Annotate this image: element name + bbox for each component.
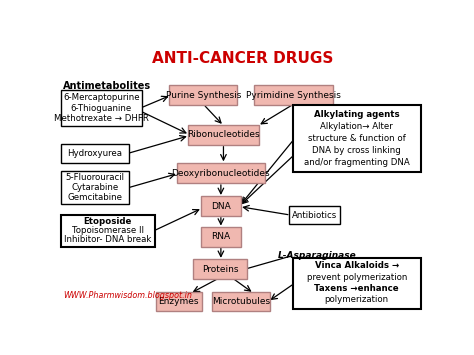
Text: Topoisomerase II: Topoisomerase II bbox=[72, 226, 144, 235]
Text: Vinca Alkaloids →: Vinca Alkaloids → bbox=[315, 261, 399, 271]
FancyBboxPatch shape bbox=[61, 144, 129, 163]
Text: Deoxyribonucleotides: Deoxyribonucleotides bbox=[172, 169, 270, 178]
FancyBboxPatch shape bbox=[201, 227, 241, 247]
Text: Ribonucleotides: Ribonucleotides bbox=[187, 130, 260, 140]
Text: and/or fragmenting DNA: and/or fragmenting DNA bbox=[304, 158, 410, 167]
Text: structure & function of: structure & function of bbox=[308, 134, 406, 143]
Text: Microtubules: Microtubules bbox=[212, 297, 270, 306]
Text: DNA by cross linking: DNA by cross linking bbox=[312, 146, 401, 155]
Text: Alkylating agents: Alkylating agents bbox=[314, 110, 400, 119]
Text: Pyrimidine Synthesis: Pyrimidine Synthesis bbox=[246, 91, 341, 100]
Text: ANTI-CANCER DRUGS: ANTI-CANCER DRUGS bbox=[152, 51, 334, 66]
Text: Taxens →enhance: Taxens →enhance bbox=[314, 284, 399, 293]
Text: Antibiotics: Antibiotics bbox=[292, 211, 337, 220]
FancyBboxPatch shape bbox=[292, 258, 421, 309]
FancyBboxPatch shape bbox=[61, 215, 155, 247]
Text: prevent polymerization: prevent polymerization bbox=[307, 273, 407, 282]
Text: DNA: DNA bbox=[211, 202, 231, 211]
FancyBboxPatch shape bbox=[201, 197, 241, 216]
Text: 6-Mercaptopurine
6-Thioguanine
Methotrexate → DHFR: 6-Mercaptopurine 6-Thioguanine Methotrex… bbox=[54, 93, 149, 123]
Text: Antimetabolites: Antimetabolites bbox=[63, 81, 151, 91]
FancyBboxPatch shape bbox=[61, 91, 142, 126]
Text: polymerization: polymerization bbox=[325, 295, 389, 304]
FancyBboxPatch shape bbox=[188, 125, 259, 145]
FancyBboxPatch shape bbox=[289, 206, 340, 224]
Text: Proteins: Proteins bbox=[202, 265, 238, 274]
FancyBboxPatch shape bbox=[254, 85, 333, 105]
Text: Purine Synthesis: Purine Synthesis bbox=[166, 91, 241, 100]
FancyBboxPatch shape bbox=[156, 292, 202, 311]
Text: Hydroxyurea: Hydroxyurea bbox=[68, 149, 123, 158]
FancyBboxPatch shape bbox=[193, 260, 246, 279]
Text: L-Asparaginase: L-Asparaginase bbox=[278, 251, 356, 260]
FancyBboxPatch shape bbox=[61, 171, 129, 204]
Text: WWW.Pharmwisdom.blogspot.in: WWW.Pharmwisdom.blogspot.in bbox=[63, 291, 192, 300]
Text: Alkylation→ Alter: Alkylation→ Alter bbox=[320, 122, 393, 131]
Text: Inhibitor- DNA break: Inhibitor- DNA break bbox=[64, 235, 152, 244]
FancyBboxPatch shape bbox=[177, 163, 265, 184]
FancyBboxPatch shape bbox=[292, 105, 421, 173]
Text: Etoposide: Etoposide bbox=[84, 218, 132, 226]
FancyBboxPatch shape bbox=[169, 85, 237, 105]
FancyBboxPatch shape bbox=[212, 292, 270, 311]
Text: Enzymes: Enzymes bbox=[159, 297, 199, 306]
Text: RNA: RNA bbox=[211, 233, 230, 241]
Text: 5-Fluorouracil
Cytarabine
Gemcitabine: 5-Fluorouracil Cytarabine Gemcitabine bbox=[65, 173, 125, 202]
